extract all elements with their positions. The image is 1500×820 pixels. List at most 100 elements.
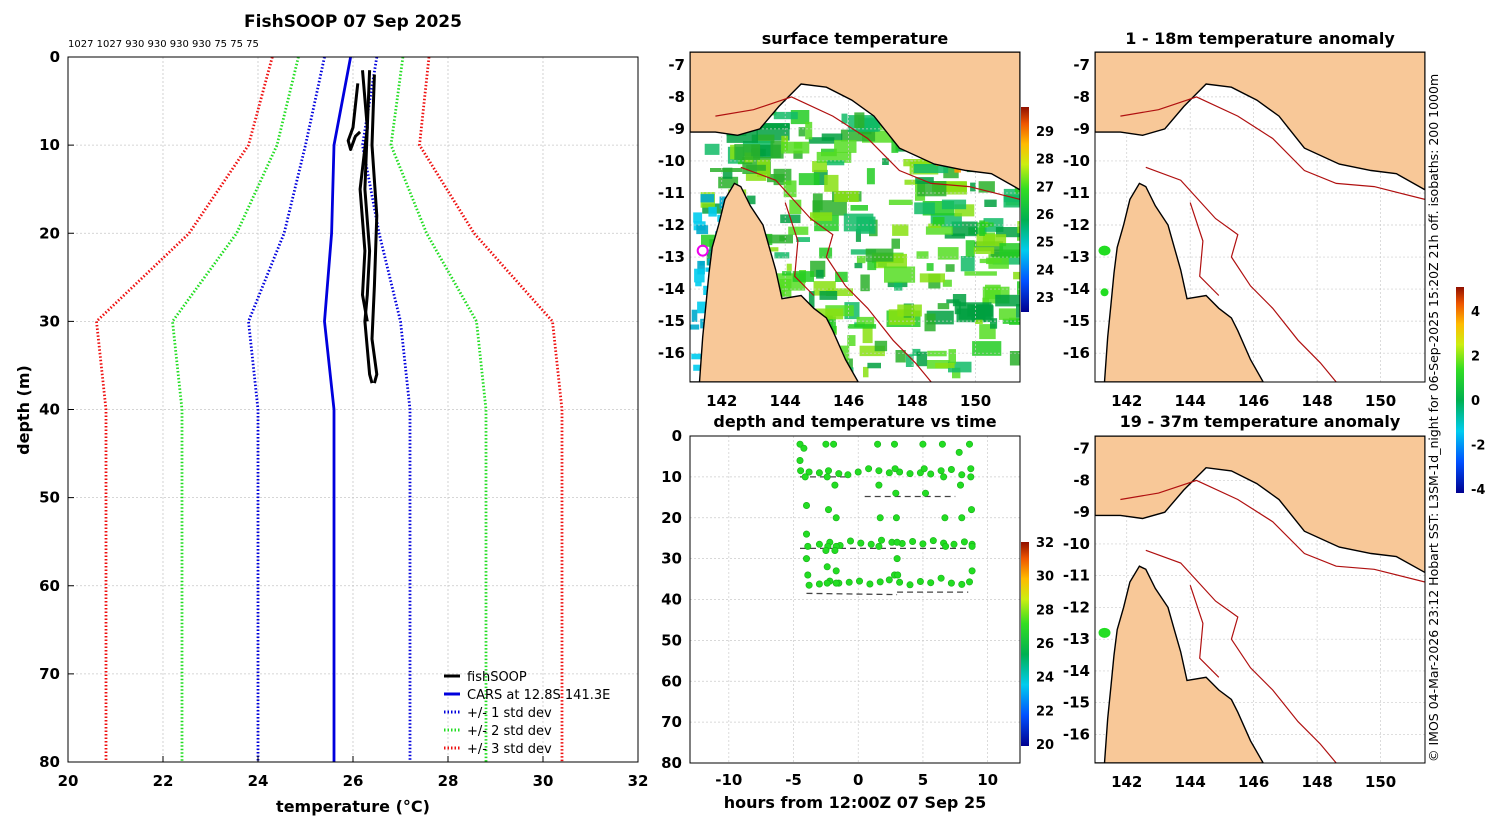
sst-patch (916, 251, 929, 259)
map-lat-tick-label: -15 (1063, 312, 1090, 330)
depth-time-ytick-label: 40 (661, 591, 682, 609)
sst-patch (826, 160, 845, 166)
depth-time-sample (937, 574, 945, 582)
isobath-line (784, 202, 815, 296)
sst-patch (859, 345, 885, 357)
map-lat-tick-label: -15 (658, 312, 685, 330)
sst-patch (821, 133, 843, 141)
depth-time-sample (815, 580, 823, 588)
profile-xlabel: temperature (°C) (276, 797, 430, 816)
anomaly-shallow-sample-dot (1100, 288, 1109, 297)
sst-patch (758, 123, 790, 130)
depth-time-sample (831, 481, 839, 489)
depth-time-ytick-label: 80 (661, 754, 682, 772)
sst-patch (932, 217, 945, 226)
sst-patch (850, 205, 868, 211)
sst-patch (788, 226, 809, 235)
sst-map-title: surface temperature (762, 29, 949, 48)
depth-time-sample (958, 471, 966, 479)
sst-patch (793, 150, 803, 159)
sst-patch (998, 308, 1016, 320)
sst-cool-patch (708, 206, 717, 217)
legend-label: CARS at 12.8S 141.3E (467, 688, 610, 703)
depth-time-sample (854, 468, 862, 476)
map-lon-tick-label: 146 (833, 392, 864, 410)
sst-patch (975, 319, 983, 324)
sst-patch (932, 181, 967, 192)
sst-patch (1003, 195, 1020, 208)
depth-time-sample (890, 440, 898, 448)
sst-patch (935, 362, 955, 369)
anomaly-deep-ticks: 142 144 146 148 150 -7 -8 -9 -10 -11 -12 -13 -14 -15 -… (1063, 440, 1396, 791)
depth-time-sample (876, 578, 884, 586)
depth-time-sample (875, 467, 883, 475)
sst-patch (942, 279, 952, 287)
depth-time-sample (797, 467, 805, 475)
cape-york-land (1095, 565, 1265, 763)
sst-cool-patch (699, 261, 705, 266)
sst-patch (850, 249, 877, 255)
depth-time-sample (802, 530, 810, 538)
depth-time-sample (865, 465, 873, 473)
fishsoop-cast-line (346, 83, 362, 151)
sst-cool-patch (690, 324, 700, 330)
profile-ytick-label: 80 (39, 753, 60, 771)
colorbar-tick-label: 2 (1471, 350, 1480, 365)
depth-time-sample (876, 514, 884, 522)
depth-time-sample (824, 506, 832, 514)
map-lat-tick-label: -9 (1073, 503, 1090, 521)
anomaly-colorbar (1456, 287, 1464, 493)
sst-cool-patch (691, 309, 698, 322)
map-lat-tick-label: -16 (658, 344, 685, 362)
sst-patch (770, 140, 784, 159)
sst-patch (796, 237, 810, 242)
sst-cool-patch (703, 285, 709, 295)
map-lat-tick-label: -10 (1063, 535, 1090, 553)
isobath-line (1145, 549, 1337, 763)
bottom-depth-dash (806, 592, 898, 596)
depth-time-sample (967, 473, 975, 481)
depth-time-sample (830, 440, 838, 448)
profile-xtick-label: 30 (533, 772, 554, 790)
depth-time-sample (937, 467, 945, 475)
isobath-line (1189, 202, 1220, 296)
legend-label: +/- 3 std dev (467, 742, 552, 757)
profile-panel: FishSOOP 07 Sep 2025 1027 1027 930 930 9… (14, 12, 648, 816)
sst-patch (834, 190, 859, 202)
sst-cool-patch (697, 260, 705, 275)
depth-time-xtick-label: -10 (715, 771, 742, 789)
depth-time-sample (866, 580, 874, 588)
sst-patch (948, 361, 972, 373)
depth-time-sample (958, 514, 966, 522)
map-lon-tick-label: 148 (1301, 392, 1332, 410)
depth-time-sample (967, 465, 975, 473)
map-lat-tick-label: -7 (1073, 56, 1090, 74)
sst-patch (995, 227, 1020, 238)
figure-title: FishSOOP 07 Sep 2025 (244, 12, 462, 32)
sst-patch (937, 303, 950, 310)
profile-ytick-label: 0 (50, 48, 60, 66)
map-lon-tick-label: 148 (896, 392, 927, 410)
map-lon-tick-label: 148 (1301, 773, 1332, 791)
sst-patch (856, 316, 875, 328)
depth-time-sample (835, 470, 843, 478)
depth-time-sample (802, 501, 810, 509)
anomaly-deep-title: 19 - 37m temperature anomaly (1120, 412, 1401, 431)
map-lat-tick-label: -8 (668, 88, 685, 106)
sst-patch (767, 174, 785, 183)
depth-time-sample (796, 456, 804, 464)
sst-patch (745, 173, 767, 181)
depth-time-sample (956, 481, 964, 489)
map-lon-tick-label: 150 (960, 392, 991, 410)
depth-time-ytick-label: 10 (661, 468, 682, 486)
depth-time-sample (916, 577, 924, 585)
depth-time-sample (867, 540, 875, 548)
depth-time-axes-box (689, 435, 1021, 764)
depth-time-sample (892, 489, 900, 497)
depth-time-colorbar-ticks: 32 30 28 26 24 22 20 (1036, 536, 1054, 753)
colorbar-tick-label: 26 (1036, 208, 1054, 223)
map-lon-tick-label: 146 (1238, 773, 1269, 791)
depth-time-sample (938, 440, 946, 448)
depth-time-sample (815, 540, 823, 548)
sst-patch (1017, 281, 1020, 295)
